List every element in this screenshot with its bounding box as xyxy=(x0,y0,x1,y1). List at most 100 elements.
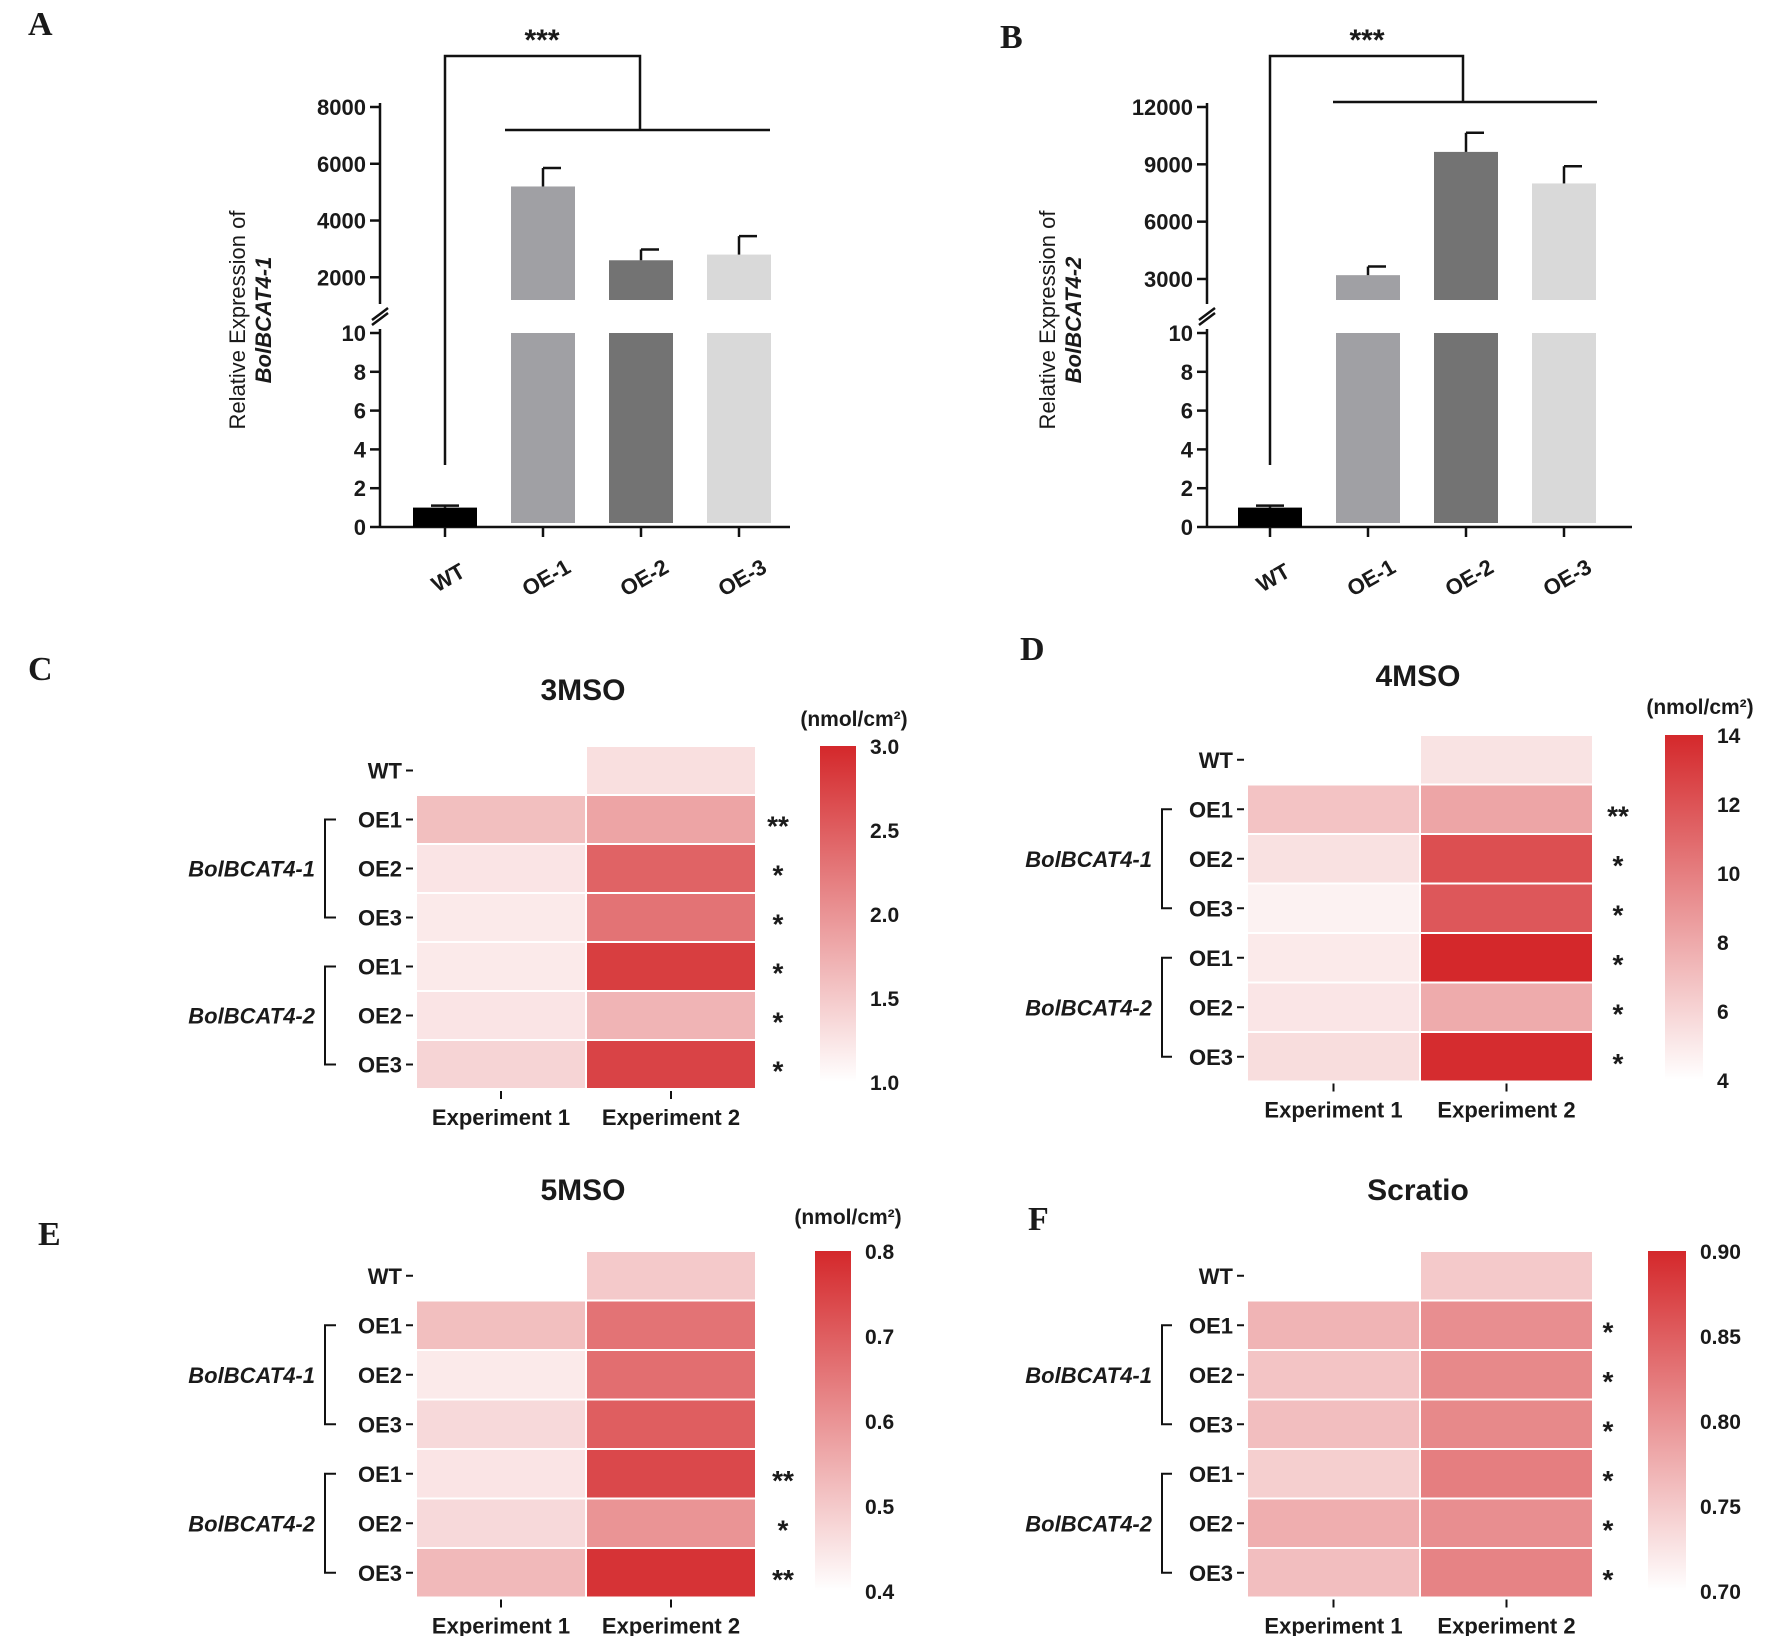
panel-letter-c: C xyxy=(28,651,53,688)
x-tick-label: WT xyxy=(427,558,470,597)
row-label: OE3 xyxy=(358,1412,402,1437)
heatmap-cell xyxy=(1421,1499,1592,1547)
panel-letter-e: E xyxy=(38,1216,61,1253)
colorbar-tick-label: 0.7 xyxy=(865,1326,894,1349)
colorbar xyxy=(1665,735,1703,1080)
y-tick-label: 2000 xyxy=(317,265,366,290)
heatmap-cell xyxy=(417,747,585,794)
heatmap-cell xyxy=(1421,1549,1592,1597)
group-label: BolBCAT4-2 xyxy=(1025,1511,1152,1536)
colorbar-tick-label: 0.75 xyxy=(1700,1496,1741,1519)
colorbar-tick-label: 0.80 xyxy=(1700,1411,1741,1434)
heatmap-cell xyxy=(1248,1033,1419,1081)
significance-mark: ** xyxy=(1607,800,1629,831)
x-tick-label: OE-2 xyxy=(616,554,673,601)
significance-mark: * xyxy=(773,860,784,891)
colorbar-tick-label: 0.5 xyxy=(865,1496,895,1519)
y-tick-label: 10 xyxy=(342,321,366,346)
x-tick-label: OE-2 xyxy=(1441,554,1498,601)
heatmap-cell xyxy=(1248,1252,1419,1300)
heatmap-cell xyxy=(1421,934,1592,982)
heatmap-f: Scratio WT OE1 * OE2 * OE3 * OE1 * OE2 * OE3 * Experim… xyxy=(1025,1174,1741,1636)
heatmap-cell xyxy=(1421,785,1592,833)
bar-wt xyxy=(413,507,477,527)
row-label: OE2 xyxy=(358,1511,402,1536)
significance-bracket xyxy=(1268,54,1465,465)
axis-break-mark xyxy=(371,307,389,321)
significance-label: *** xyxy=(524,24,559,57)
row-label: OE2 xyxy=(358,1004,402,1029)
colorbar xyxy=(1648,1251,1686,1591)
colorbar xyxy=(820,746,856,1082)
heatmap-cell xyxy=(417,992,585,1039)
row-label: WT xyxy=(368,759,403,784)
group-label: BolBCAT4-1 xyxy=(1025,847,1152,872)
colorbar-tick-label: 4 xyxy=(1717,1070,1729,1093)
bar-b-ylabel-line2: BolBCAT4-2 xyxy=(1061,256,1086,383)
x-tick-label: OE-3 xyxy=(714,554,771,601)
heatmap-cell xyxy=(1248,1351,1419,1399)
heatmap-cell xyxy=(1248,1450,1419,1498)
row-label: OE3 xyxy=(358,1053,402,1078)
significance-mark: * xyxy=(1603,1465,1614,1496)
heatmap-cell xyxy=(1248,983,1419,1031)
y-tick-label: 0 xyxy=(1181,515,1193,540)
heatmap-cell xyxy=(587,1301,755,1349)
group-bracket xyxy=(1161,1324,1172,1426)
group-label: BolBCAT4-2 xyxy=(188,1004,315,1029)
colorbar-tick-label: 3.0 xyxy=(870,736,899,759)
row-label: OE1 xyxy=(1189,1313,1233,1338)
heatmap-cell xyxy=(587,992,755,1039)
colorbar-tick-label: 1.5 xyxy=(870,988,900,1011)
significance-mark: ** xyxy=(772,1465,794,1496)
significance-mark: * xyxy=(1613,1048,1624,1079)
row-label: WT xyxy=(1199,748,1234,773)
heatmap-cell xyxy=(417,845,585,892)
heatmap-cell xyxy=(417,1499,585,1547)
row-label: OE3 xyxy=(1189,1561,1233,1586)
bar-a-ylabel-line2: BolBCAT4-1 xyxy=(251,257,276,384)
bar-wt xyxy=(1238,507,1302,527)
group-bracket xyxy=(1161,956,1172,1058)
group-label: BolBCAT4-2 xyxy=(1025,995,1152,1020)
heatmap-cell xyxy=(417,1549,585,1597)
colorbar-tick-label: 8 xyxy=(1717,932,1729,955)
colorbar-tick-label: 0.4 xyxy=(865,1581,895,1604)
group-bracket xyxy=(324,965,336,1066)
x-tick-label: OE-1 xyxy=(518,554,575,601)
bar-oe-1-upper xyxy=(511,186,575,300)
row-label: OE3 xyxy=(1189,896,1233,921)
bar-chart-a: 0 2 4 6 8 10 2000 4000 6000 8000 WT OE-1 OE-2 OE-3 *** xyxy=(317,24,790,601)
heatmap-cell xyxy=(1248,1499,1419,1547)
significance-mark: * xyxy=(1613,899,1624,930)
y-tick-label: 3000 xyxy=(1144,267,1193,292)
row-label: WT xyxy=(368,1264,403,1289)
heatmap-c: 3MSO WT OE1 ** OE2 * OE3 * OE1 * OE2 * OE3 * Experimen… xyxy=(188,674,907,1130)
heatmap-cell xyxy=(587,943,755,990)
row-label: OE2 xyxy=(1189,1363,1233,1388)
y-tick-label: 8 xyxy=(354,360,366,385)
row-label: WT xyxy=(1199,1264,1234,1289)
colorbar-tick-label: 0.6 xyxy=(865,1411,894,1434)
heatmap-cell xyxy=(587,1351,755,1399)
significance-mark: ** xyxy=(772,1564,794,1595)
x-tick-label: OE-1 xyxy=(1343,554,1400,601)
group-bracket xyxy=(1161,808,1172,910)
column-label: Experiment 1 xyxy=(432,1614,570,1636)
significance-mark: * xyxy=(773,1056,784,1087)
row-label: OE1 xyxy=(358,808,402,833)
group-label: BolBCAT4-1 xyxy=(1025,1363,1152,1388)
bar-a-ylabel: Relative Expression of BolBCAT4-1 xyxy=(225,210,276,430)
colorbar-tick-label: 0.8 xyxy=(865,1241,895,1264)
heatmap-cell xyxy=(587,1499,755,1547)
significance-mark: * xyxy=(773,909,784,940)
significance-mark: * xyxy=(1603,1366,1614,1397)
y-tick-label: 6000 xyxy=(317,152,366,177)
column-label: Experiment 1 xyxy=(432,1105,570,1130)
heatmap-d: 4MSO WT OE1 ** OE2 * OE3 * OE1 * OE2 * OE3 * Experimen… xyxy=(1025,660,1753,1123)
group-label: BolBCAT4-1 xyxy=(188,857,315,882)
row-label: OE3 xyxy=(1189,1412,1233,1437)
row-label: OE2 xyxy=(1189,995,1233,1020)
y-tick-label: 9000 xyxy=(1144,152,1193,177)
